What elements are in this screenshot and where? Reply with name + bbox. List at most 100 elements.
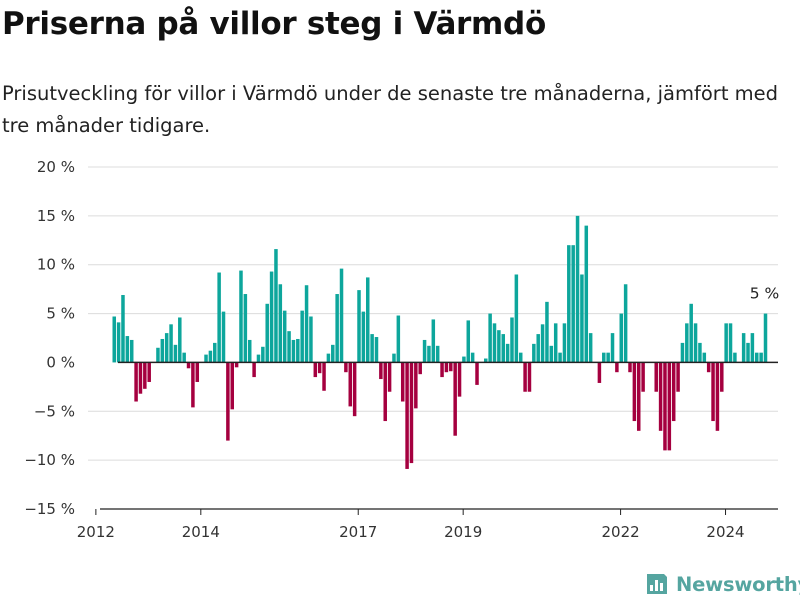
x-tick-label: 2019 xyxy=(444,523,482,541)
bar xyxy=(549,345,554,363)
bar xyxy=(671,362,676,422)
bar xyxy=(387,362,392,392)
y-tick-label: −10 % xyxy=(24,451,75,469)
bar xyxy=(156,347,160,363)
bar xyxy=(400,362,405,402)
bar xyxy=(322,362,326,391)
bar xyxy=(313,362,318,378)
bar xyxy=(357,290,361,363)
bar xyxy=(536,334,540,363)
bar xyxy=(755,352,759,363)
bar xyxy=(370,334,374,363)
bar xyxy=(344,362,348,373)
bar xyxy=(636,362,641,431)
bar xyxy=(492,323,497,363)
chart-subtitle: Prisutveckling för villor i Värmdö under… xyxy=(2,82,779,137)
bar xyxy=(309,316,313,363)
bar xyxy=(173,344,178,363)
bar xyxy=(143,362,147,389)
bar xyxy=(527,362,532,392)
bar xyxy=(518,352,523,363)
bar xyxy=(763,313,768,363)
bar xyxy=(427,345,431,363)
bar xyxy=(711,362,715,422)
bar xyxy=(689,303,693,363)
bar xyxy=(632,362,637,422)
bar xyxy=(584,225,589,363)
bar xyxy=(615,362,619,373)
bar xyxy=(326,353,331,363)
bar xyxy=(540,324,545,363)
bar xyxy=(418,362,422,375)
bar xyxy=(296,338,300,363)
x-tick-label: 2022 xyxy=(601,523,639,541)
bar xyxy=(510,317,514,363)
bar xyxy=(247,339,252,363)
y-tick-label: 5 % xyxy=(46,305,75,323)
bar xyxy=(396,315,401,363)
x-tick-label: 2024 xyxy=(706,523,744,541)
bar xyxy=(715,362,720,431)
bar xyxy=(741,333,746,363)
bar xyxy=(553,323,558,363)
bar xyxy=(112,316,116,363)
x-axis-ticks: 2012 2014 2017 2019 2022 2024 xyxy=(77,509,745,541)
bar xyxy=(300,310,304,363)
bar xyxy=(208,350,213,363)
bar xyxy=(217,272,221,363)
bar xyxy=(291,339,296,363)
bar xyxy=(658,362,663,431)
bar xyxy=(462,356,466,363)
bar xyxy=(667,362,672,451)
bar xyxy=(282,310,287,363)
bar xyxy=(383,362,387,422)
bar xyxy=(129,339,134,363)
bar xyxy=(405,362,409,469)
bar xyxy=(252,362,256,378)
bar xyxy=(558,352,562,363)
y-tick-label: 10 % xyxy=(37,256,75,274)
bar xyxy=(628,362,632,373)
grid-lines xyxy=(88,166,778,461)
bar xyxy=(160,338,165,363)
bar xyxy=(501,334,505,363)
bar xyxy=(134,362,138,402)
bar xyxy=(269,271,274,363)
bar xyxy=(256,354,261,363)
bar xyxy=(693,323,698,363)
y-axis-labels: −15 % −10 % −5 % 0 % 5 % 10 % 15 % 20 % xyxy=(24,158,75,518)
bar xyxy=(204,354,208,363)
bar xyxy=(497,330,501,363)
bar xyxy=(234,362,239,368)
bar xyxy=(571,245,575,363)
bar xyxy=(414,362,418,409)
bar xyxy=(706,362,711,373)
bar xyxy=(466,320,471,363)
bar xyxy=(339,268,344,363)
y-tick-label: 0 % xyxy=(46,353,75,371)
bar xyxy=(746,342,750,363)
bar xyxy=(680,342,685,363)
bar xyxy=(243,294,248,363)
bar xyxy=(470,352,475,363)
bar xyxy=(580,274,584,363)
bar xyxy=(317,362,322,374)
bar xyxy=(702,352,707,363)
y-tick-label: 15 % xyxy=(37,207,75,225)
bar xyxy=(676,362,680,392)
bar xyxy=(116,322,121,363)
bar xyxy=(409,362,414,464)
bar xyxy=(164,333,169,363)
bar xyxy=(186,362,191,369)
bar xyxy=(169,324,173,363)
bar xyxy=(619,313,624,363)
bar xyxy=(431,319,436,363)
bar xyxy=(422,339,427,363)
bar xyxy=(588,333,593,363)
bar xyxy=(379,362,383,380)
bar xyxy=(484,358,488,363)
bar xyxy=(226,362,230,441)
bar xyxy=(575,215,580,363)
bar xyxy=(261,346,265,363)
